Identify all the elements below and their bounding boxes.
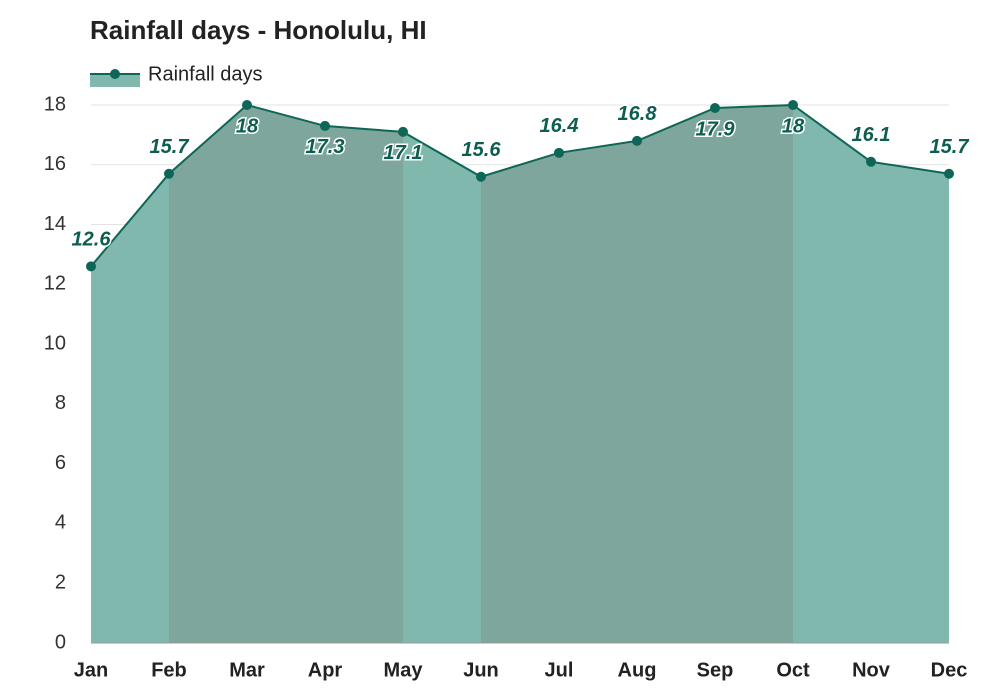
data-point [554, 147, 564, 158]
data-point [632, 135, 642, 146]
value-label: 17.3 [306, 136, 345, 158]
data-point [866, 156, 876, 167]
x-tick-label: Apr [308, 659, 343, 681]
value-label: 15.7 [930, 136, 970, 158]
value-label: 16.8 [618, 103, 658, 125]
x-tick-label: Jun [463, 659, 499, 681]
value-label: 17.9 [696, 118, 736, 140]
data-point [164, 168, 174, 179]
y-tick-label: 14 [44, 213, 66, 235]
x-tick-label: Jul [545, 659, 574, 681]
season-band [481, 105, 793, 643]
legend-swatch-area [90, 75, 140, 87]
value-label: 16.4 [540, 115, 579, 137]
area [91, 105, 949, 643]
value-label: 15.7 [150, 136, 190, 158]
chart-title: Rainfall days - Honolulu, HI [90, 15, 427, 45]
y-tick-label: 6 [55, 452, 66, 474]
y-tick-label: 4 [55, 512, 66, 534]
y-tick-label: 18 [44, 93, 66, 115]
value-label: 12.6 [72, 229, 112, 251]
y-tick-label: 2 [55, 572, 66, 594]
legend-label: Rainfall days [148, 63, 263, 85]
x-tick-label: Oct [776, 659, 810, 681]
y-tick-label: 8 [55, 392, 66, 414]
data-point [242, 100, 252, 110]
y-tick-label: 0 [55, 631, 66, 653]
season-band [169, 105, 403, 643]
x-tick-label: May [384, 659, 424, 681]
series-line [90, 103, 950, 268]
data-point [398, 126, 408, 137]
x-tick-label: Feb [151, 659, 187, 681]
data-point [476, 171, 486, 182]
x-tick-label: Dec [931, 659, 968, 681]
data-point [710, 102, 720, 113]
data-point [944, 168, 954, 179]
data-point [320, 120, 330, 131]
x-tick-label: Jan [74, 659, 108, 681]
y-tick-label: 10 [44, 332, 66, 354]
x-tick-label: Aug [618, 659, 657, 681]
value-label: 18 [782, 115, 805, 137]
value-label: 15.6 [462, 139, 502, 161]
x-tick-label: Sep [697, 659, 734, 681]
data-point [86, 261, 96, 272]
x-tick-label: Mar [229, 659, 265, 681]
value-label: 18 [236, 115, 259, 137]
value-label: 16.1 [852, 124, 891, 146]
y-tick-label: 16 [44, 153, 66, 175]
legend-marker [110, 69, 120, 79]
x-tick-label: Nov [852, 659, 891, 681]
data-point [788, 100, 798, 110]
y-tick-label: 12 [44, 273, 66, 295]
value-label: 17.1 [384, 142, 423, 164]
